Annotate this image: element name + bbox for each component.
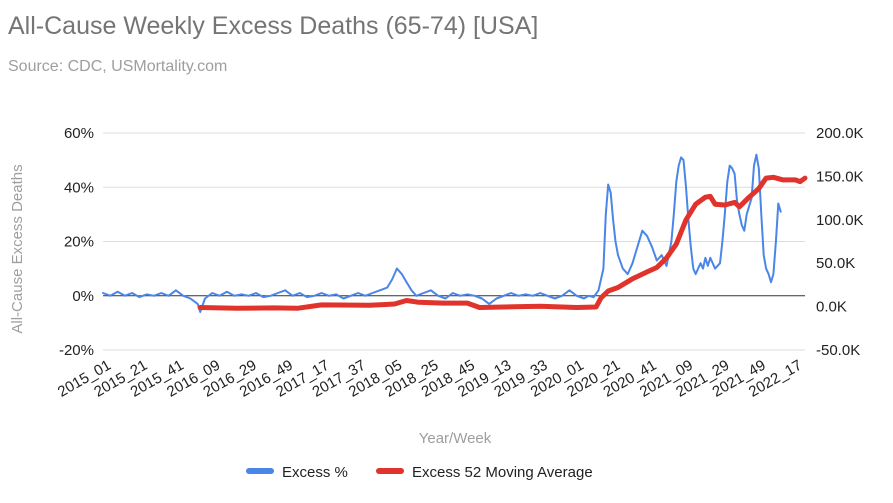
- gridlines: [103, 132, 805, 351]
- legend-label-excess: Excess %: [282, 464, 348, 481]
- y-right-tick-label: 0.0K: [816, 299, 847, 316]
- y-right-tick-label: 100.0K: [816, 212, 864, 229]
- legend-swatch-moving-average: [376, 468, 404, 474]
- y-left-tick-label: -20%: [59, 342, 94, 359]
- chart-subtitle: Source: CDC, USMortality.com: [8, 58, 228, 75]
- series-group: [102, 153, 808, 313]
- y-axis-title: All-Cause Excess Deaths: [9, 164, 26, 333]
- y-left-tick-label: 60%: [64, 125, 94, 142]
- y-right-tick-label: 200.0K: [816, 125, 864, 142]
- y-left-tick-label: 40%: [64, 179, 94, 196]
- x-axis-title: Year/Week: [419, 430, 492, 447]
- y-right-tick-label: 150.0K: [816, 168, 864, 185]
- y-right-tick-label: 50.0K: [816, 255, 855, 272]
- y-axis-right: 200.0K 150.0K 100.0K 50.0K 0.0K -50.0K: [816, 125, 864, 359]
- legend-label-moving-average: Excess 52 Moving Average: [412, 464, 593, 481]
- legend: Excess % Excess 52 Moving Average: [246, 464, 593, 481]
- legend-swatch-excess: [246, 468, 274, 474]
- y-left-tick-label: 20%: [64, 234, 94, 251]
- y-left-tick-label: 0%: [72, 288, 94, 305]
- series-line-excess-percent: [102, 153, 782, 313]
- x-axis: 2015_012015_212015_412016_092016_292016_…: [55, 357, 805, 401]
- chart-title: All-Cause Weekly Excess Deaths (65-74) […: [8, 12, 539, 40]
- y-right-tick-label: -50.0K: [816, 342, 860, 359]
- y-axis-left: 60% 40% 20% 0% -20%: [59, 125, 94, 359]
- series-line-moving-average: [197, 174, 808, 311]
